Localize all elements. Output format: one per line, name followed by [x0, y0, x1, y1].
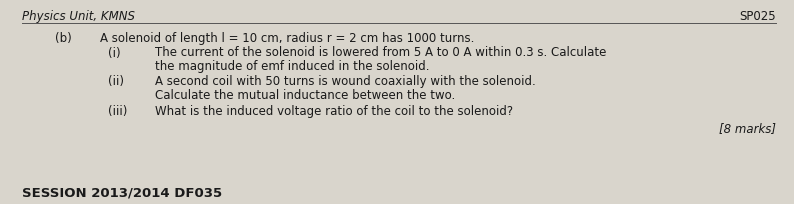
Text: A second coil with 50 turns is wound coaxially with the solenoid.: A second coil with 50 turns is wound coa… [155, 75, 536, 88]
Text: Physics Unit, KMNS: Physics Unit, KMNS [22, 10, 135, 23]
Text: (ii): (ii) [108, 75, 124, 88]
Text: (i): (i) [108, 46, 121, 59]
Text: (b): (b) [55, 32, 71, 45]
Text: Calculate the mutual inductance between the two.: Calculate the mutual inductance between … [155, 89, 455, 102]
Text: What is the induced voltage ratio of the coil to the solenoid?: What is the induced voltage ratio of the… [155, 104, 513, 117]
Text: SP025: SP025 [739, 10, 776, 23]
Text: [8 marks]: [8 marks] [719, 121, 776, 134]
Text: SESSION 2013/2014 DF035: SESSION 2013/2014 DF035 [22, 186, 222, 199]
Text: (iii): (iii) [108, 104, 127, 117]
Text: the magnitude of emf induced in the solenoid.: the magnitude of emf induced in the sole… [155, 60, 430, 73]
Text: The current of the solenoid is lowered from 5 A to 0 A within 0.3 s. Calculate: The current of the solenoid is lowered f… [155, 46, 607, 59]
Text: A solenoid of length l = 10 cm, radius r = 2 cm has 1000 turns.: A solenoid of length l = 10 cm, radius r… [100, 32, 474, 45]
